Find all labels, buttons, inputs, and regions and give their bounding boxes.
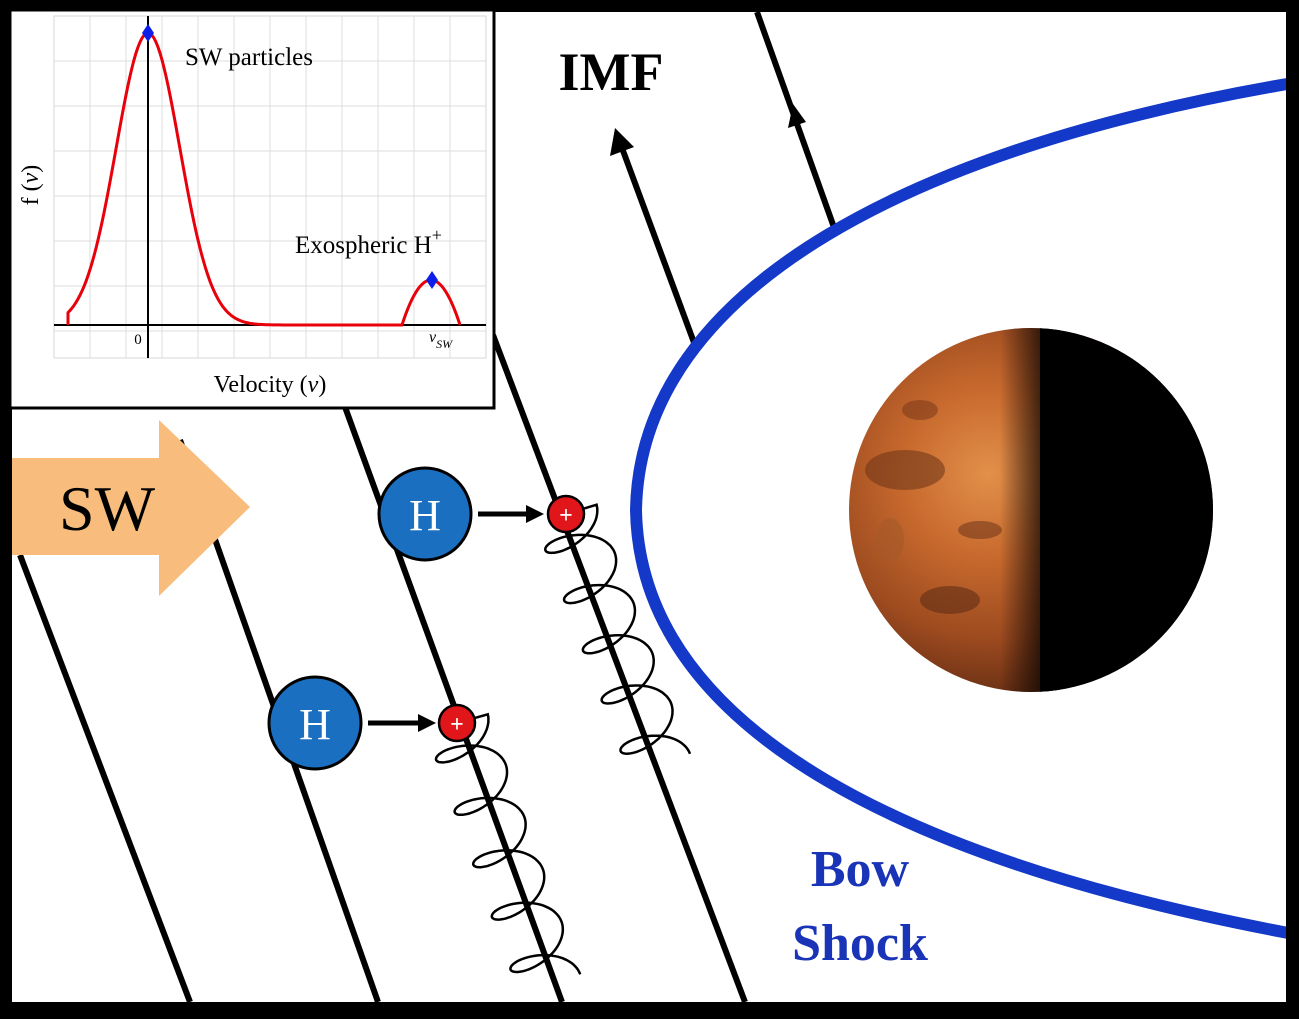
inset-grid	[54, 16, 486, 358]
bow-shock-label-line1: Bow	[811, 841, 910, 898]
sw-arrow	[12, 420, 250, 596]
imf-arrow-head	[788, 104, 806, 128]
exospheric-label: Exospheric H+	[295, 225, 442, 259]
exospheric-peak-marker	[426, 271, 438, 289]
x-tick-vsw: vSW	[429, 329, 453, 351]
gyration-path	[434, 712, 582, 975]
proton-sign: +	[450, 712, 464, 738]
proton-ion	[546, 494, 586, 534]
field-line	[619, 146, 699, 350]
inset-chart: SW particles Exospheric H+ 0 vSW Velocit…	[8, 8, 496, 410]
hydrogen-atom	[267, 675, 363, 771]
field-line	[17, 553, 193, 1002]
ionization-arrow-head	[418, 714, 436, 732]
pickup-process-lower: H +	[267, 675, 582, 975]
x-tick-zero: 0	[134, 332, 142, 348]
imf-arrow-head	[610, 128, 634, 156]
pickup-process-upper: H +	[377, 466, 692, 755]
sw-label: SW	[59, 473, 156, 544]
imf-label: IMF	[559, 42, 664, 102]
distribution-curve	[66, 31, 462, 327]
sw-peak-marker	[142, 24, 154, 42]
hydrogen-label: H	[299, 700, 331, 749]
proton-ion	[437, 703, 477, 743]
bow-shock-label-line2: Shock	[792, 915, 928, 972]
hydrogen-atom	[377, 466, 473, 562]
inset-y-label: f (v)	[18, 165, 44, 206]
bow-shock-curve	[629, 78, 1286, 939]
hydrogen-label: H	[409, 491, 441, 540]
sw-particles-label: SW particles	[185, 44, 313, 71]
proton-sign: +	[559, 503, 573, 529]
field-line	[490, 333, 748, 1002]
gyration-path	[544, 503, 692, 755]
ionization-arrow-head	[526, 505, 544, 523]
inset-x-label: Velocity (v)	[214, 372, 327, 398]
